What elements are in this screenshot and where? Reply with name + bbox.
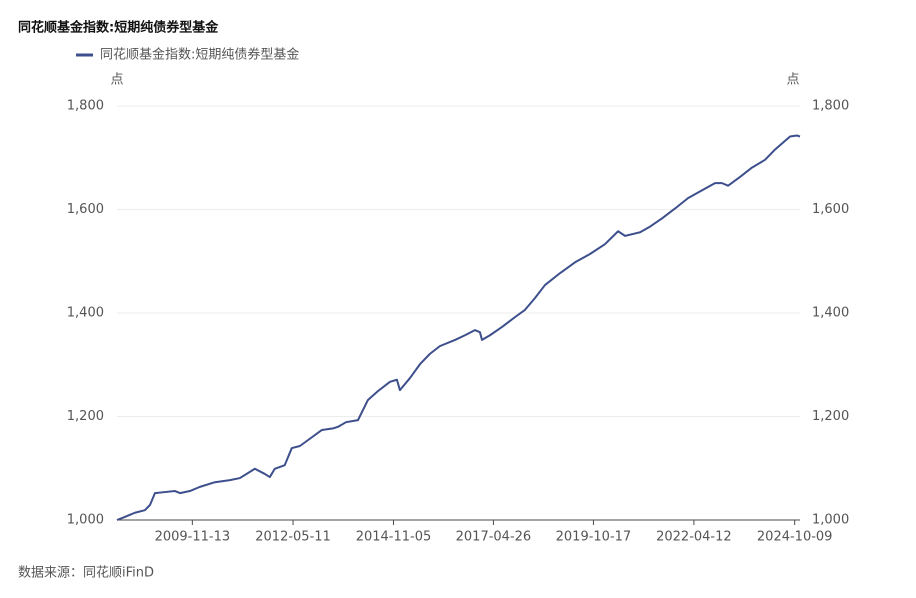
- chart-title: 同花顺基金指数:短期纯债券型基金: [18, 20, 219, 36]
- x-tick-label: 2017-04-26: [456, 530, 532, 545]
- y-unit: 点: [110, 73, 123, 88]
- x-tick-label: 2024-10-09: [757, 530, 833, 545]
- legend-label: 同花顺基金指数:短期纯债券型基金: [100, 47, 299, 63]
- x-tick-label: 2014-11-05: [356, 530, 432, 545]
- y-tick-label: 1,400: [67, 306, 104, 321]
- x-tick-label: 2022-04-12: [656, 530, 732, 545]
- y2-tick-label: 1,000: [812, 513, 849, 528]
- series-line: [116, 134, 801, 521]
- y-tick-label: 1,600: [67, 202, 104, 217]
- y2-tick-label: 1,400: [812, 306, 849, 321]
- x-tick-label: 2012-05-11: [255, 530, 331, 545]
- x-tick-label: 2019-10-17: [556, 530, 632, 545]
- y2-unit: 点: [786, 73, 799, 88]
- y-tick-label: 1,000: [67, 513, 104, 528]
- x-tick-label: 2009-11-13: [155, 530, 231, 545]
- y2-tick-label: 1,800: [812, 99, 849, 114]
- y-tick-label: 1,200: [67, 409, 104, 424]
- y2-tick-label: 1,600: [812, 202, 849, 217]
- y-tick-label: 1,800: [67, 99, 104, 114]
- y2-tick-label: 1,200: [812, 409, 849, 424]
- source-note: 数据来源：同花顺iFinD: [18, 565, 154, 581]
